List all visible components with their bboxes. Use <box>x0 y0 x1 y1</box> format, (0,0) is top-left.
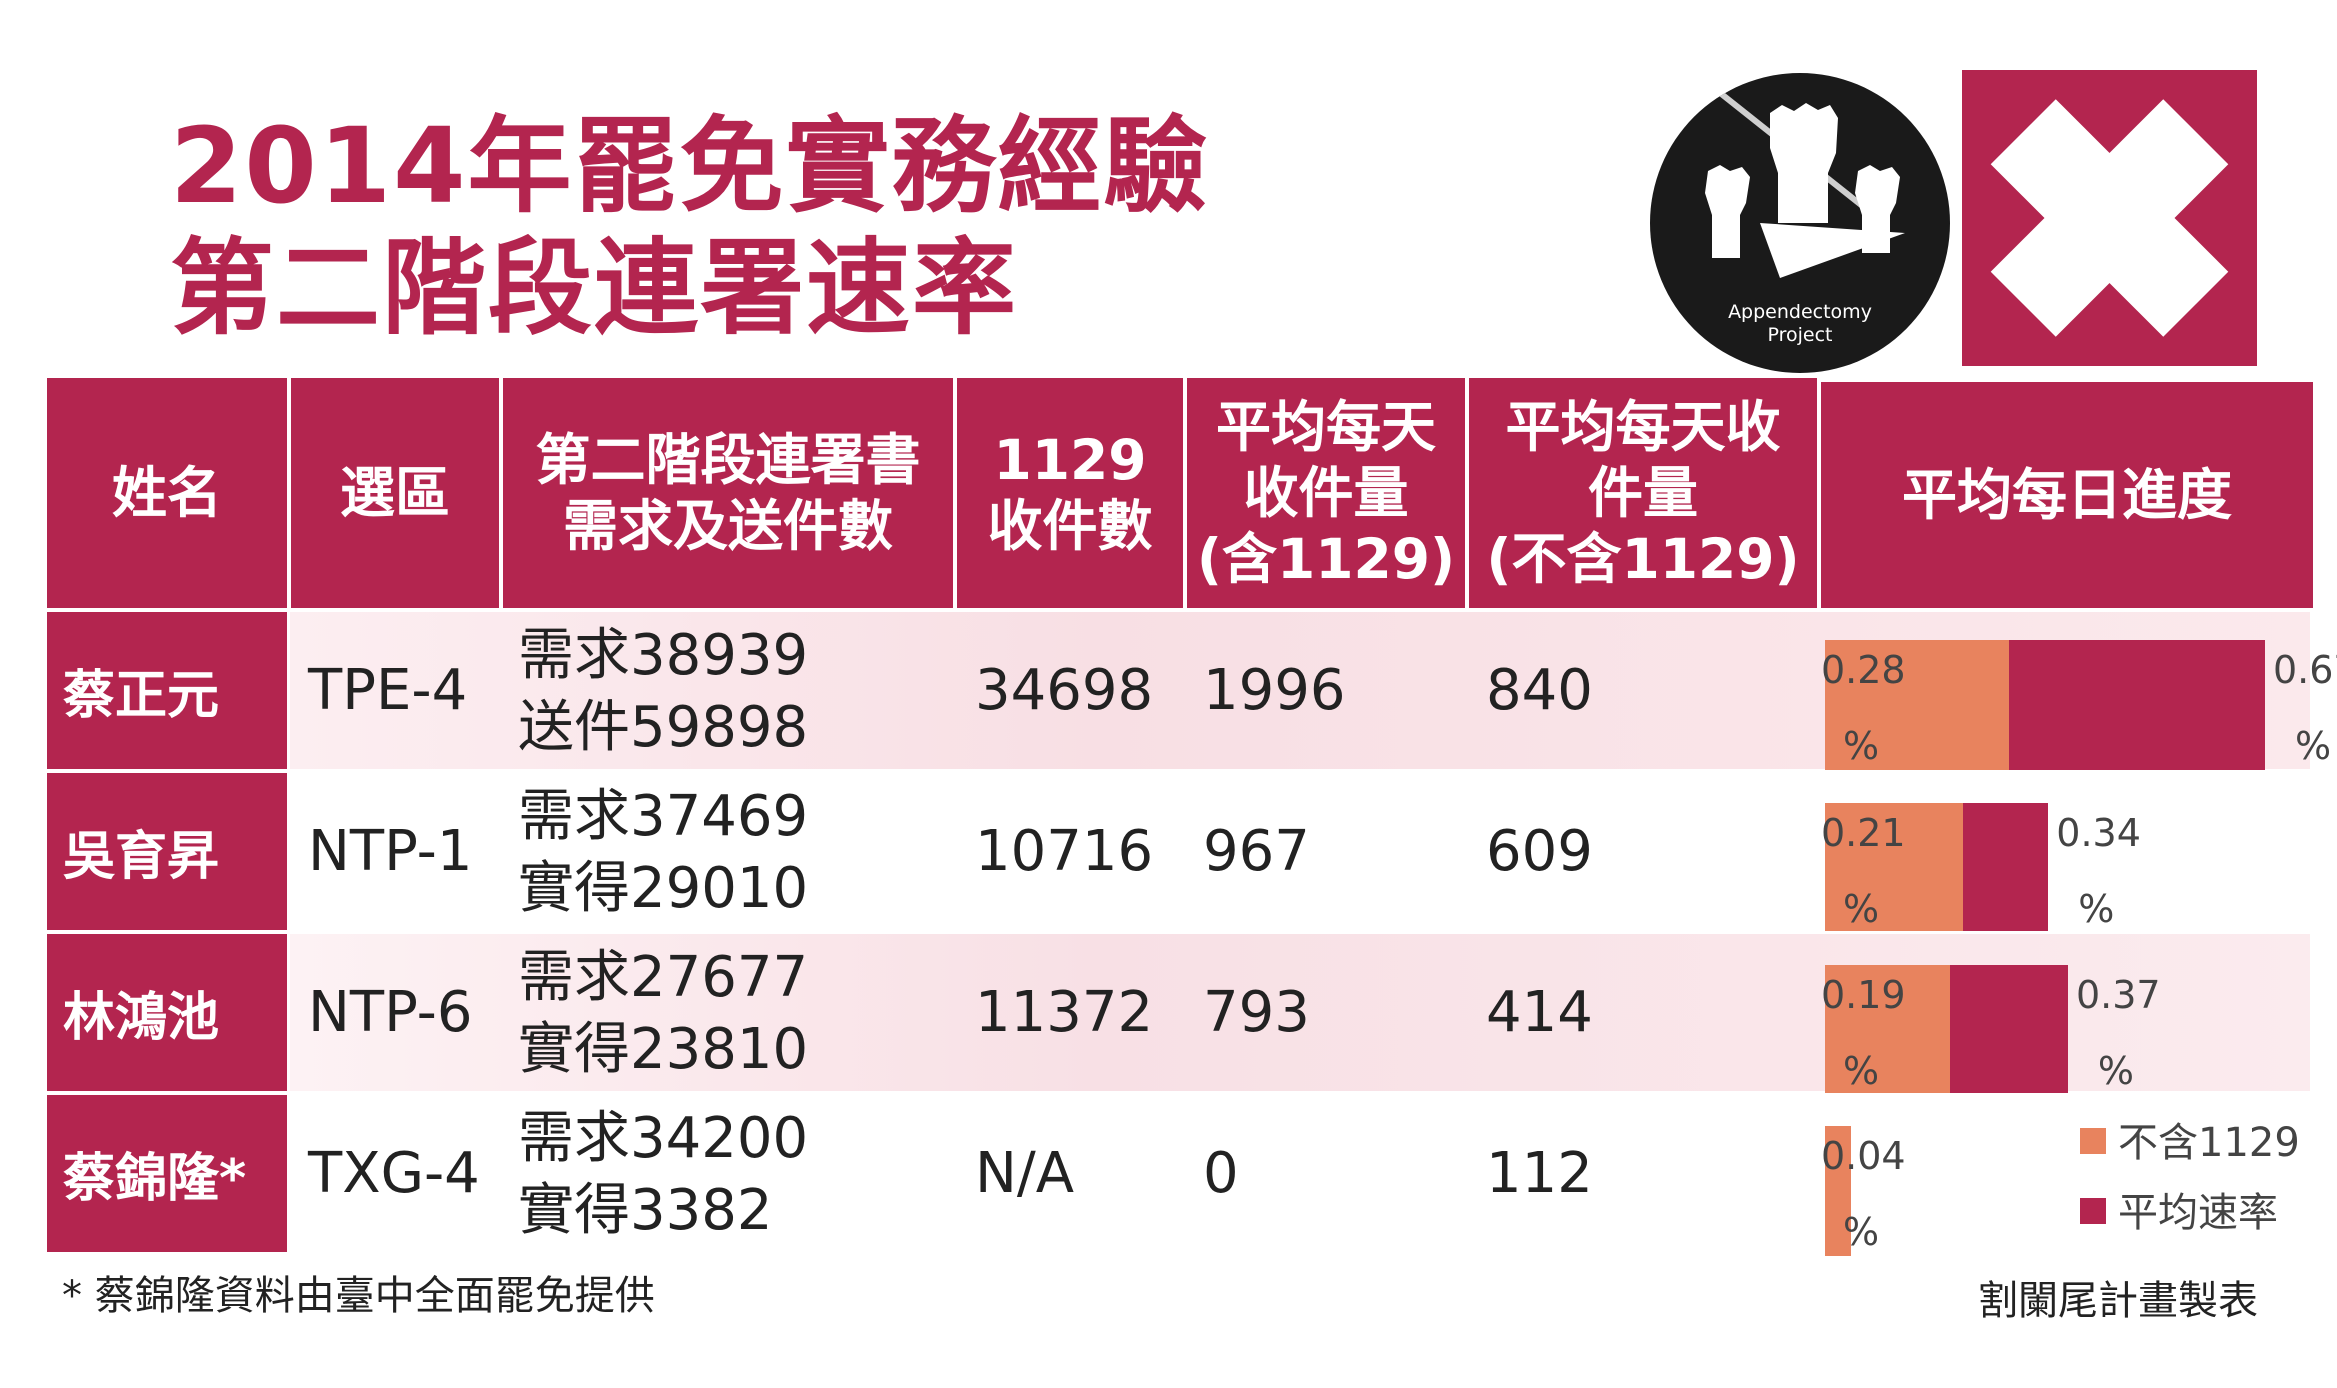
header-avg-incl-line-1: 平均每天 <box>1215 395 1436 459</box>
progress-label-avg-3: 0.37% <box>2075 957 2161 1109</box>
row-2-stage2: 需求37469 實得29010 <box>518 781 808 925</box>
progress-unit-avg-3: % <box>2097 1049 2135 1093</box>
progress-bar-excl-2 <box>1825 803 1963 931</box>
x-logo <box>1962 70 2257 366</box>
progress-bar-avg-3 <box>1949 965 2068 1093</box>
row-4-avg-incl: 0 <box>1203 1141 1239 1206</box>
row-2-demand: 需求37469 <box>518 784 809 849</box>
progress-unit-excl-4: % <box>1842 1210 1880 1254</box>
header-avg-incl-line-3: (含1129) <box>1196 527 1456 591</box>
row-4-name: 蔡錦隆* <box>47 1095 287 1252</box>
header-1129: 1129 收件數 <box>957 378 1183 608</box>
row-3-district: NTP-6 <box>308 980 473 1045</box>
row-4-submitted: 實得3382 <box>518 1178 773 1243</box>
progress-unit-avg-2: % <box>2078 887 2115 931</box>
row-3-received-1129: 11372 <box>975 980 1154 1045</box>
row-3-name: 林鴻池 <box>47 934 287 1091</box>
progress-unit-excl-2: % <box>1842 887 1880 931</box>
row-3-stage2: 需求27677 實得23810 <box>518 942 808 1086</box>
row-3-submitted: 實得23810 <box>518 1017 809 1082</box>
progress-label-excl-4: 0.04% <box>1821 1118 1906 1270</box>
row-1-district: TPE-4 <box>308 658 468 723</box>
header-district: 選區 <box>291 378 499 608</box>
row-1-received-1129: 34698 <box>975 658 1154 723</box>
logo-caption-line-1: Appendectomy <box>1728 301 1872 323</box>
legend-avg-label: 平均速率 <box>2118 1190 2278 1236</box>
progress-value-excl-1: 0.28 <box>1821 648 1906 692</box>
logo-caption-line-2: Project <box>1767 324 1833 346</box>
raised-fists-icon <box>1693 73 1905 278</box>
header-name: 姓名 <box>47 378 287 608</box>
row-1-avg-excl: 840 <box>1486 658 1593 723</box>
credit: 割闌尾計畫製表 <box>1978 1278 2258 1324</box>
row-4-avg-excl: 112 <box>1486 1141 1593 1206</box>
title-line-1: 2014年罷免實務經驗 <box>170 105 1210 227</box>
progress-label-avg-1: 0.67% <box>2273 632 2337 784</box>
header-stage2: 第二階段連署書 需求及送件數 <box>503 378 953 608</box>
progress-unit-excl-3: % <box>1842 1049 1880 1093</box>
progress-bar-excl-3 <box>1825 965 1950 1093</box>
row-4-stage2: 需求34200 實得3382 <box>518 1103 808 1247</box>
progress-unit-excl-1: % <box>1842 724 1880 768</box>
header-avg-excl-line-3: (不含1129) <box>1486 527 1800 591</box>
row-1-name: 蔡正元 <box>47 612 287 769</box>
row-1-avg-incl: 1996 <box>1203 658 1346 723</box>
progress-label-avg-2: 0.34% <box>2056 795 2141 947</box>
progress-value-avg-1: 0.67 <box>2273 648 2337 692</box>
row-2-received-1129: 10716 <box>975 819 1154 884</box>
row-2-district: NTP-1 <box>308 819 473 884</box>
progress-label-excl-3: 0.19% <box>1821 957 1906 1109</box>
row-2-avg-excl: 609 <box>1486 819 1593 884</box>
legend-excl-swatch <box>2080 1128 2106 1154</box>
header-1129-line-1: 1129 <box>993 428 1147 492</box>
row-2-avg-incl: 967 <box>1203 819 1310 884</box>
appendectomy-project-logo: Appendectomy Project <box>1650 73 1950 373</box>
progress-value-avg-2: 0.34 <box>2056 811 2141 855</box>
row-4-demand: 需求34200 <box>518 1106 809 1171</box>
progress-bar-avg-2 <box>1962 803 2049 931</box>
progress-label-excl-2: 0.21% <box>1821 795 1906 947</box>
row-background-4 <box>290 1095 2310 1252</box>
progress-value-excl-2: 0.21 <box>1821 811 1906 855</box>
x-icon <box>1990 99 2229 337</box>
header-1129-line-2: 收件數 <box>987 494 1153 558</box>
header-progress: 平均每日進度 <box>1821 382 2313 608</box>
progress-label-excl-1: 0.28% <box>1821 632 1906 784</box>
progress-bar-avg-1 <box>2008 640 2265 770</box>
legend-avg-swatch <box>2080 1198 2106 1224</box>
page-title: 2014年罷免實務經驗 第二階段連署速率 <box>170 105 1209 349</box>
row-1-submitted: 送件59898 <box>518 695 809 760</box>
header-avg-excl-line-2: 件量 <box>1587 461 1698 525</box>
legend-excl-label: 不含1129 <box>2118 1120 2300 1166</box>
progress-unit-avg-1: % <box>2294 724 2332 768</box>
header-avg-incl-line-2: 收件量 <box>1243 461 1409 525</box>
row-2-submitted: 實得29010 <box>518 856 809 921</box>
progress-bar-excl-4 <box>1825 1126 1852 1256</box>
header-stage2-line-1: 第二階段連署書 <box>535 428 921 492</box>
title-line-2: 第二階段連署速率 <box>170 227 1019 349</box>
row-1-stage2: 需求38939 送件59898 <box>518 620 808 764</box>
header-stage2-line-2: 需求及送件數 <box>562 494 893 558</box>
row-2-name: 吳育昇 <box>47 773 287 930</box>
progress-value-avg-3: 0.37 <box>2075 973 2161 1017</box>
row-3-demand: 需求27677 <box>518 945 809 1010</box>
logo-caption: Appendectomy Project <box>1650 301 1950 347</box>
row-4-district: TXG-4 <box>308 1141 480 1206</box>
row-4-received-1129: N/A <box>975 1141 1075 1206</box>
header-avg-incl: 平均每天 收件量 (含1129) <box>1187 378 1465 608</box>
row-3-avg-incl: 793 <box>1203 980 1310 1045</box>
header-avg-excl: 平均每天收 件量 (不含1129) <box>1469 378 1817 608</box>
progress-bar-excl-1 <box>1825 640 2009 770</box>
header-avg-excl-line-1: 平均每天收 <box>1505 395 1781 459</box>
progress-value-excl-3: 0.19 <box>1821 973 1906 1017</box>
row-1-demand: 需求38939 <box>518 623 809 688</box>
progress-value-excl-4: 0.04 <box>1821 1134 1906 1178</box>
footnote: * 蔡錦隆資料由臺中全面罷免提供 <box>62 1273 655 1319</box>
row-3-avg-excl: 414 <box>1486 980 1593 1045</box>
